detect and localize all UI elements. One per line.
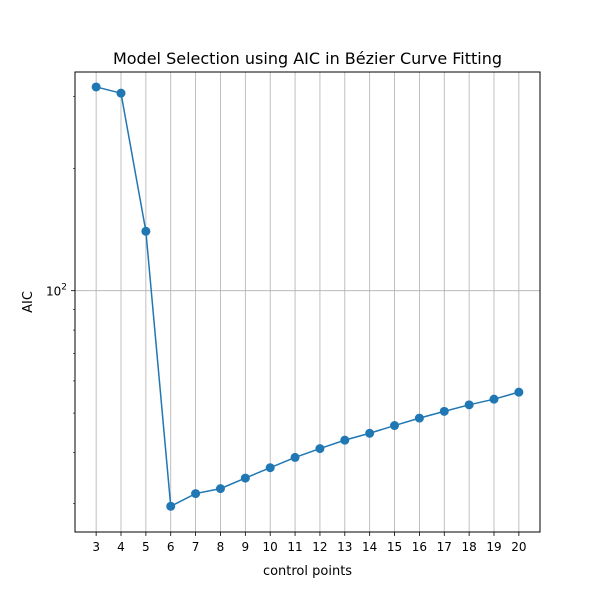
- x-tick-label: 4: [117, 540, 125, 554]
- data-point: [464, 400, 474, 410]
- data-point: [390, 421, 400, 431]
- data-point: [365, 428, 375, 438]
- x-tick-label: 12: [312, 540, 327, 554]
- plot-frame: [74, 71, 541, 533]
- series-layer: [91, 82, 524, 511]
- data-point: [265, 463, 275, 473]
- x-tick-label: 18: [461, 540, 476, 554]
- x-tick-label: 6: [167, 540, 175, 554]
- data-point: [439, 406, 449, 416]
- data-point: [315, 444, 325, 454]
- data-point: [116, 88, 126, 98]
- data-point: [340, 435, 350, 445]
- data-point: [240, 473, 250, 483]
- x-tick-label: 19: [486, 540, 501, 554]
- y-axis-label: AIC: [21, 291, 36, 313]
- x-tick-label: 13: [337, 540, 352, 554]
- data-point: [91, 82, 101, 92]
- x-tick-label: 17: [437, 540, 452, 554]
- data-point: [290, 452, 300, 462]
- axis-layer: 3 4 5 6 7 8 9 10 11 12 13 14 15 16 17 18 19 20 102: [46, 96, 527, 554]
- x-tick-label: 5: [142, 540, 150, 554]
- chart-title: Model Selection using AIC in Bézier Curv…: [113, 49, 502, 68]
- data-point: [414, 413, 424, 423]
- data-point: [141, 226, 151, 236]
- x-tick-label: 16: [412, 540, 427, 554]
- x-tick-label: 15: [387, 540, 402, 554]
- data-point: [191, 489, 201, 499]
- data-point: [514, 387, 524, 397]
- x-tick-label: 14: [362, 540, 377, 554]
- x-tick-label: 8: [217, 540, 225, 554]
- data-point: [215, 484, 225, 494]
- grid-layer: [75, 72, 540, 532]
- x-tick-label: 3: [92, 540, 100, 554]
- x-tick-label: 11: [287, 540, 302, 554]
- y-tick-label: 102: [46, 283, 67, 299]
- x-tick-label: 10: [263, 540, 278, 554]
- data-point: [489, 394, 499, 404]
- x-axis-label: control points: [263, 564, 352, 579]
- data-point: [166, 501, 176, 511]
- x-tick-label: 9: [242, 540, 250, 554]
- x-tick-label: 7: [192, 540, 200, 554]
- x-tick-label: 20: [511, 540, 526, 554]
